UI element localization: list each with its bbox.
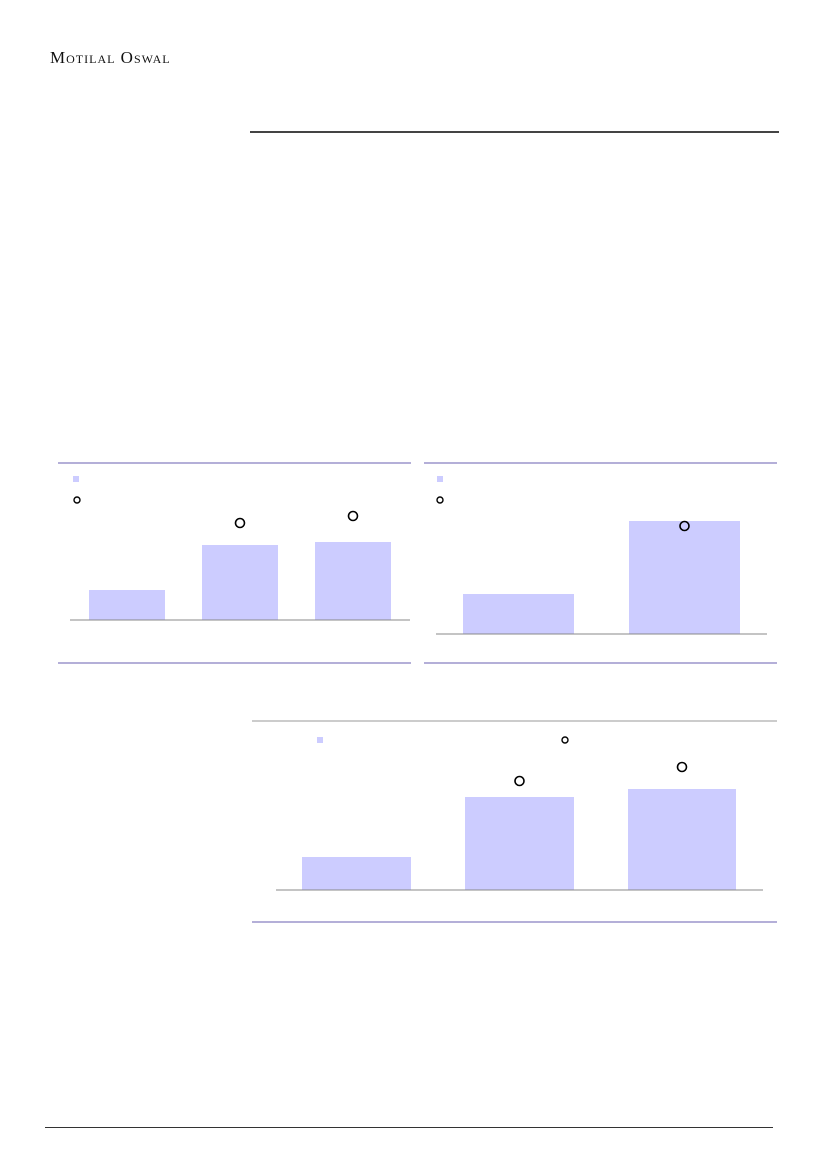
bar xyxy=(465,797,574,890)
legend-bar-swatch xyxy=(317,737,323,743)
bar xyxy=(302,857,411,890)
bar xyxy=(629,521,740,634)
marker-point xyxy=(234,517,246,529)
marker-point xyxy=(514,775,525,787)
footer-rule xyxy=(45,1127,773,1128)
marker-point xyxy=(676,761,688,773)
legend-marker-swatch xyxy=(73,496,81,504)
legend-bar-swatch xyxy=(437,476,443,482)
bar xyxy=(628,789,736,890)
bar xyxy=(315,542,391,620)
marker-point xyxy=(679,520,690,532)
header-rule xyxy=(250,131,779,133)
logo: Motilal Oswal xyxy=(50,48,171,67)
legend-marker-swatch xyxy=(436,496,444,504)
bar xyxy=(202,545,278,620)
bar xyxy=(89,590,165,620)
marker-point xyxy=(347,510,359,522)
legend-bar-swatch xyxy=(73,476,79,482)
legend-marker-swatch xyxy=(561,736,569,744)
bar xyxy=(463,594,574,634)
